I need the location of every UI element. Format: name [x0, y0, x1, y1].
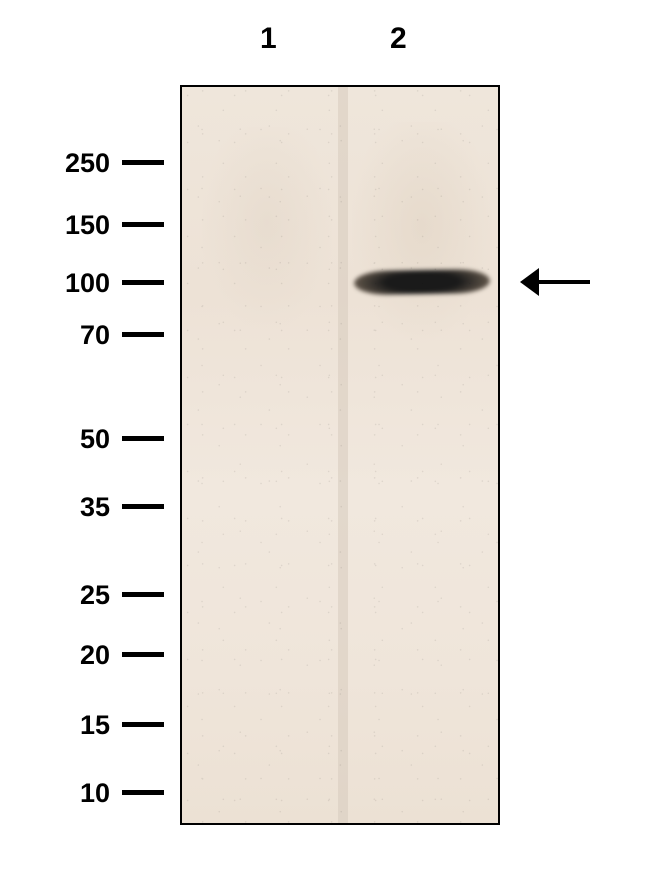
- band-arrow-shaft: [534, 280, 590, 284]
- lane-label-2: 2: [390, 22, 407, 56]
- mw-tick-10: [122, 790, 164, 795]
- mw-tick-150: [122, 222, 164, 227]
- mw-tick-70: [122, 332, 164, 337]
- mw-tick-50: [122, 436, 164, 441]
- mw-tick-20: [122, 652, 164, 657]
- mw-label-20: 20: [0, 640, 110, 671]
- mw-label-150: 150: [0, 210, 110, 241]
- mw-tick-250: [122, 160, 164, 165]
- mw-tick-25: [122, 592, 164, 597]
- band-arrow-head: [520, 268, 539, 296]
- mw-label-100: 100: [0, 268, 110, 299]
- mw-label-35: 35: [0, 492, 110, 523]
- western-blot-figure: 1 2 250 150 100 70 50 35 25 20 15 10: [0, 0, 650, 870]
- mw-label-25: 25: [0, 580, 110, 611]
- mw-tick-15: [122, 722, 164, 727]
- mw-tick-100: [122, 280, 164, 285]
- mw-label-15: 15: [0, 710, 110, 741]
- mw-tick-35: [122, 504, 164, 509]
- blot-membrane: [180, 85, 500, 825]
- mw-label-10: 10: [0, 778, 110, 809]
- mw-label-50: 50: [0, 424, 110, 455]
- mw-label-70: 70: [0, 320, 110, 351]
- mw-label-250: 250: [0, 148, 110, 179]
- membrane-noise: [182, 87, 498, 823]
- lane-label-1: 1: [260, 22, 277, 56]
